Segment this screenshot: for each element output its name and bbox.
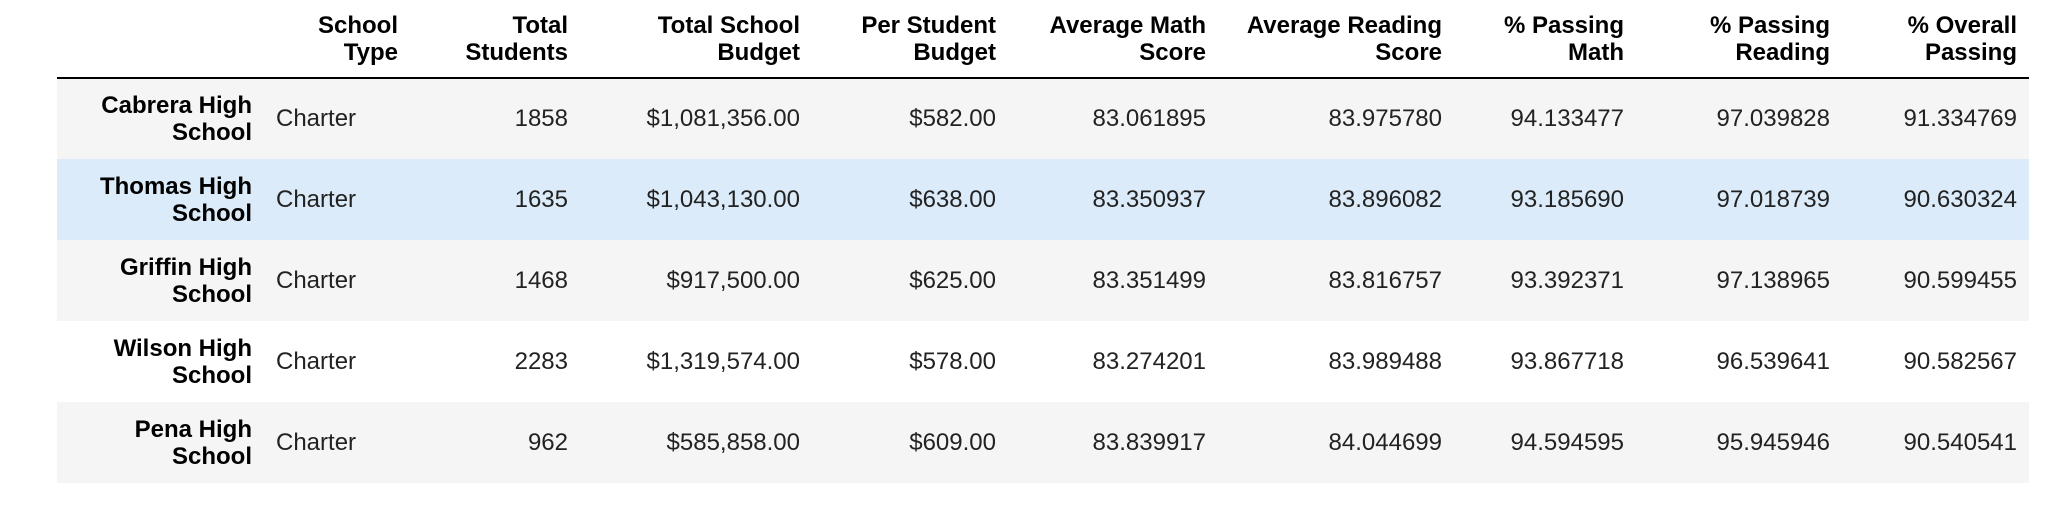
- cell-percent-overall-passing: 90.630324: [1903, 185, 2017, 213]
- row-index-school: Griffin High School: [120, 253, 252, 308]
- cell-school-type: Charter: [276, 185, 357, 213]
- cell-average-math-score: 83.350937: [1092, 185, 1206, 213]
- column-header-per-student-budget: Per Student Budget: [861, 12, 996, 66]
- cell-average-reading-score: 83.896082: [1328, 185, 1442, 213]
- column-header-percent-passing-reading: % Passing Reading: [1709, 12, 1830, 66]
- cell-total-school-budget: $1,319,574.00: [646, 347, 800, 375]
- table-row-highlighted: Thomas High School Charter 1635 $1,043,1…: [57, 159, 2029, 240]
- school-summary-table: School Type Total Students Total School …: [57, 0, 2029, 483]
- cell-average-math-score: 83.274201: [1092, 347, 1206, 375]
- cell-percent-overall-passing: 91.334769: [1903, 105, 2017, 132]
- cell-percent-passing-math: 93.185690: [1510, 185, 1624, 213]
- table-row: Pena High School Charter 962 $585,858.00…: [57, 402, 2029, 483]
- table-row: Wilson High School Charter 2283 $1,319,5…: [57, 321, 2029, 402]
- cell-average-math-score: 83.351499: [1092, 266, 1206, 294]
- cell-school-type: Charter: [276, 428, 357, 456]
- column-header-average-math-score: Average Math Score: [1049, 12, 1207, 66]
- cell-total-students: 2283: [514, 347, 568, 375]
- cell-total-school-budget: $585,858.00: [666, 428, 800, 456]
- cell-per-student-budget: $609.00: [909, 428, 996, 456]
- cell-percent-passing-reading: 97.039828: [1716, 105, 1830, 132]
- cell-total-students: 962: [527, 428, 568, 456]
- cell-total-school-budget: $1,043,130.00: [646, 185, 800, 213]
- column-header-index: [57, 0, 264, 78]
- row-index-school: Pena High School: [134, 415, 252, 470]
- column-header-average-reading-score: Average Reading Score: [1246, 12, 1442, 66]
- cell-percent-passing-reading: 97.138965: [1716, 266, 1830, 294]
- cell-school-type: Charter: [276, 266, 357, 294]
- table-row: Cabrera High School Charter 1858 $1,081,…: [57, 78, 2029, 159]
- cell-school-type: Charter: [276, 105, 357, 132]
- cell-school-type: Charter: [276, 347, 357, 375]
- cell-total-students: 1468: [514, 266, 568, 294]
- cell-per-student-budget: $582.00: [909, 105, 996, 132]
- cell-average-reading-score: 83.975780: [1328, 105, 1442, 132]
- cell-percent-overall-passing: 90.582567: [1903, 347, 2017, 375]
- cell-per-student-budget: $625.00: [909, 266, 996, 294]
- cell-percent-passing-reading: 97.018739: [1716, 185, 1830, 213]
- column-header-school-type: School Type: [317, 12, 398, 66]
- cell-percent-overall-passing: 90.540541: [1903, 428, 2017, 456]
- column-header-percent-overall-passing: % Overall Passing: [1907, 12, 2017, 66]
- cell-total-school-budget: $1,081,356.00: [646, 105, 800, 132]
- cell-percent-passing-reading: 96.539641: [1716, 347, 1830, 375]
- row-index-school: Wilson High School: [113, 334, 252, 389]
- row-index-school: Cabrera High School: [101, 92, 252, 146]
- cell-average-reading-score: 83.989488: [1328, 347, 1442, 375]
- cell-per-student-budget: $578.00: [909, 347, 996, 375]
- cell-total-students: 1635: [514, 185, 568, 213]
- cell-average-reading-score: 84.044699: [1328, 428, 1442, 456]
- cell-percent-passing-math: 93.867718: [1510, 347, 1624, 375]
- row-index-school: Thomas High School: [99, 172, 252, 227]
- header-row: School Type Total Students Total School …: [57, 0, 2029, 78]
- column-header-total-school-budget: Total School Budget: [657, 12, 800, 66]
- cell-percent-passing-math: 93.392371: [1510, 266, 1624, 294]
- cell-percent-passing-math: 94.594595: [1510, 428, 1624, 456]
- cell-average-reading-score: 83.816757: [1328, 266, 1442, 294]
- cell-percent-passing-reading: 95.945946: [1716, 428, 1830, 456]
- column-header-total-students: Total Students: [465, 12, 568, 66]
- dataframe-output: School Type Total Students Total School …: [57, 0, 2029, 483]
- cell-total-school-budget: $917,500.00: [666, 266, 800, 294]
- column-header-percent-passing-math: % Passing Math: [1503, 12, 1624, 66]
- cell-percent-passing-math: 94.133477: [1510, 105, 1624, 132]
- cell-percent-overall-passing: 90.599455: [1903, 266, 2017, 294]
- cell-average-math-score: 83.061895: [1092, 105, 1206, 132]
- cell-average-math-score: 83.839917: [1092, 428, 1206, 456]
- table-row: Griffin High School Charter 1468 $917,50…: [57, 240, 2029, 321]
- cell-per-student-budget: $638.00: [909, 185, 996, 213]
- cell-total-students: 1858: [514, 105, 568, 132]
